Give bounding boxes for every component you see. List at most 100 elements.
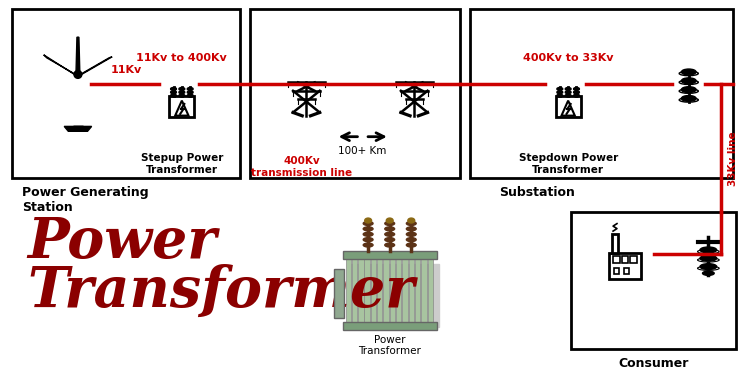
Ellipse shape: [179, 94, 184, 97]
Ellipse shape: [170, 91, 176, 94]
Ellipse shape: [170, 88, 176, 91]
Ellipse shape: [385, 243, 394, 247]
Ellipse shape: [682, 78, 696, 84]
Bar: [612, 234, 618, 253]
Ellipse shape: [408, 218, 415, 223]
Ellipse shape: [170, 94, 176, 97]
Ellipse shape: [700, 255, 717, 261]
Polygon shape: [77, 57, 112, 76]
Bar: [396, 259, 401, 322]
Bar: [571, 212, 736, 349]
Polygon shape: [76, 37, 80, 74]
Bar: [377, 259, 382, 322]
Bar: [383, 259, 388, 322]
Text: Power: Power: [27, 215, 217, 270]
Ellipse shape: [406, 227, 416, 231]
Bar: [170, 96, 194, 117]
Ellipse shape: [682, 69, 696, 75]
Ellipse shape: [700, 247, 717, 253]
Ellipse shape: [566, 88, 571, 91]
Bar: [370, 259, 376, 322]
Ellipse shape: [682, 87, 696, 93]
Ellipse shape: [682, 95, 696, 101]
Ellipse shape: [385, 227, 394, 231]
Ellipse shape: [574, 88, 580, 91]
Bar: [343, 251, 436, 259]
Ellipse shape: [386, 218, 393, 223]
Ellipse shape: [698, 266, 719, 270]
Ellipse shape: [363, 232, 373, 236]
Text: 33Kv line: 33Kv line: [728, 131, 738, 186]
Text: 11Kv: 11Kv: [110, 65, 142, 75]
Text: Power Generating
Station: Power Generating Station: [22, 186, 148, 214]
Ellipse shape: [406, 221, 416, 226]
Bar: [12, 9, 240, 178]
Ellipse shape: [574, 94, 580, 97]
Bar: [346, 259, 351, 322]
Ellipse shape: [363, 221, 373, 226]
Ellipse shape: [188, 91, 193, 94]
Ellipse shape: [179, 91, 184, 94]
Ellipse shape: [703, 271, 714, 275]
Ellipse shape: [406, 243, 416, 247]
Text: 400Kv to 33Kv: 400Kv to 33Kv: [523, 53, 614, 63]
Text: 100+ Km: 100+ Km: [338, 147, 386, 156]
Ellipse shape: [557, 88, 562, 91]
Bar: [334, 269, 344, 318]
Ellipse shape: [566, 94, 571, 97]
Polygon shape: [44, 55, 79, 76]
Bar: [390, 259, 395, 322]
Ellipse shape: [700, 264, 717, 270]
Ellipse shape: [188, 88, 193, 91]
Text: Transformer: Transformer: [27, 264, 415, 319]
Bar: [614, 256, 620, 263]
Bar: [470, 9, 733, 178]
Bar: [609, 253, 640, 279]
Bar: [343, 322, 436, 330]
Bar: [409, 259, 414, 322]
Ellipse shape: [188, 94, 193, 97]
Ellipse shape: [557, 94, 562, 97]
Ellipse shape: [680, 80, 698, 85]
Ellipse shape: [574, 91, 580, 94]
Ellipse shape: [363, 243, 373, 247]
Bar: [415, 259, 420, 322]
Bar: [624, 268, 629, 275]
Bar: [352, 259, 357, 322]
Text: Power
Transformer: Power Transformer: [358, 335, 422, 356]
Bar: [350, 264, 439, 327]
Text: 400Kv
transmission line: 400Kv transmission line: [251, 156, 352, 178]
Ellipse shape: [698, 249, 719, 254]
Ellipse shape: [566, 91, 571, 94]
Ellipse shape: [680, 89, 698, 93]
Circle shape: [74, 71, 82, 79]
Ellipse shape: [363, 227, 373, 231]
Text: Substation: Substation: [500, 186, 575, 199]
Ellipse shape: [557, 91, 562, 94]
Text: Stepup Power
Transformer: Stepup Power Transformer: [141, 153, 223, 175]
Ellipse shape: [680, 71, 698, 76]
Bar: [630, 256, 637, 263]
Bar: [402, 259, 408, 322]
Ellipse shape: [179, 88, 184, 91]
Text: Stepdown Power
Transformer: Stepdown Power Transformer: [518, 153, 618, 175]
Bar: [556, 96, 580, 117]
Ellipse shape: [363, 238, 373, 242]
Ellipse shape: [364, 218, 371, 223]
Ellipse shape: [406, 238, 416, 242]
Ellipse shape: [385, 221, 394, 226]
Text: 11Kv to 400Kv: 11Kv to 400Kv: [136, 53, 227, 63]
Bar: [614, 268, 620, 275]
Ellipse shape: [406, 232, 416, 236]
Ellipse shape: [680, 98, 698, 102]
Ellipse shape: [385, 232, 394, 236]
Polygon shape: [64, 126, 92, 131]
Bar: [364, 259, 370, 322]
Bar: [250, 9, 460, 178]
Ellipse shape: [698, 258, 719, 262]
Text: Consumer: Consumer: [618, 357, 688, 370]
Bar: [622, 256, 628, 263]
Bar: [422, 259, 427, 322]
Bar: [358, 259, 364, 322]
Bar: [427, 259, 433, 322]
